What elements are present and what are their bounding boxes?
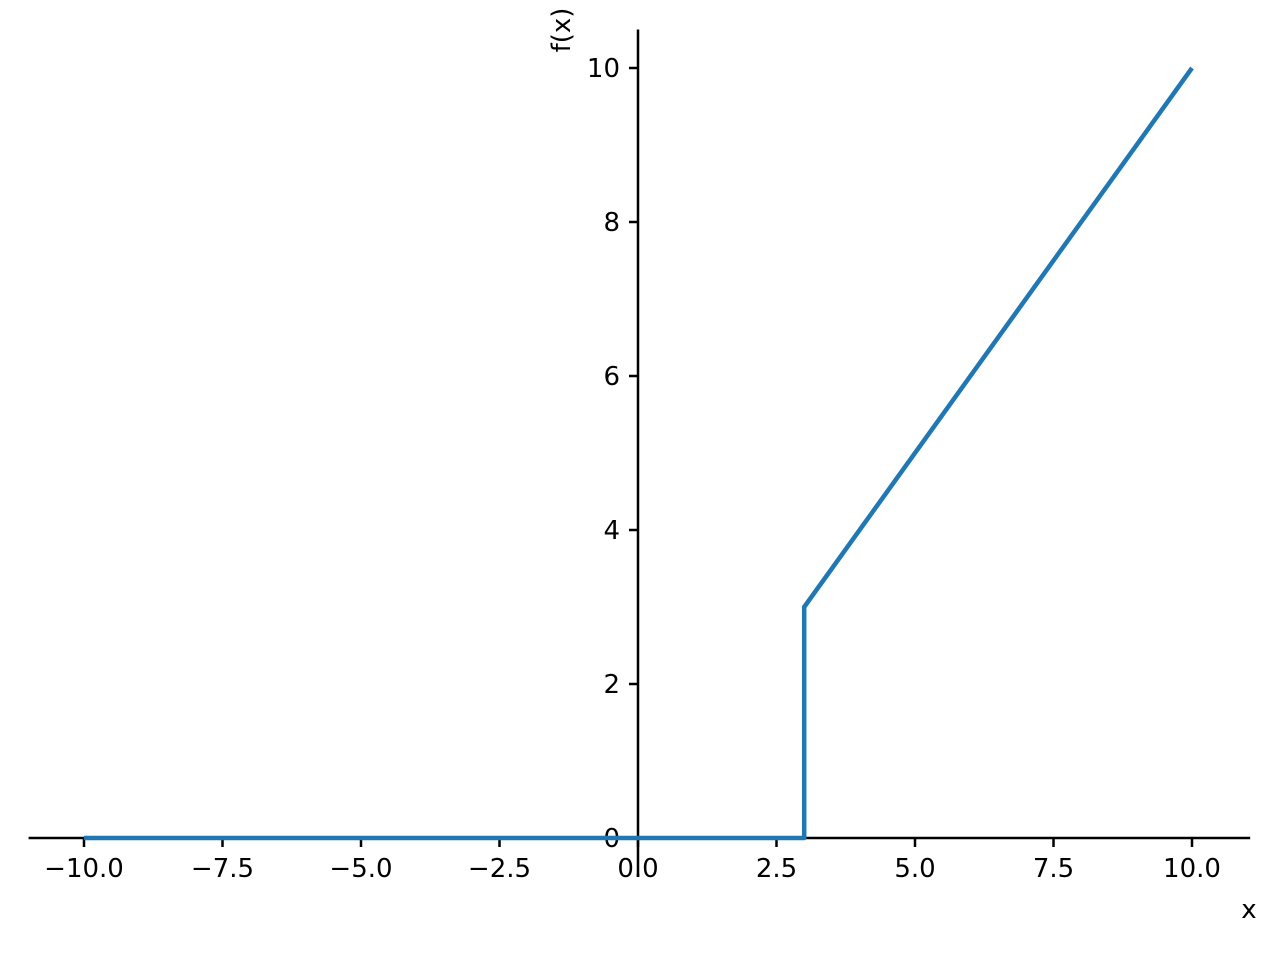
y-tick-label: 10 [587,54,620,84]
function-line [84,66,1194,841]
y-tick-label: 6 [603,362,620,392]
line-series [84,66,1194,841]
x-tick-label: −5.0 [329,854,392,884]
y-tick-label: 4 [603,516,620,546]
y-tick-label: 8 [603,208,620,238]
x-axis-label: x [1241,895,1256,925]
y-axis-label: f(x) [547,8,577,53]
x-tick-label: 2.5 [756,854,797,884]
x-tick-label: 7.5 [1033,854,1074,884]
x-tick-label: 5.0 [894,854,935,884]
y-tick-label: 2 [603,670,620,700]
x-tick-label: 0.0 [617,854,658,884]
x-tick-label: 10.0 [1163,854,1221,884]
x-tick-label: −2.5 [468,854,531,884]
x-tick-label: −7.5 [191,854,254,884]
x-tick-label: −10.0 [44,854,124,884]
